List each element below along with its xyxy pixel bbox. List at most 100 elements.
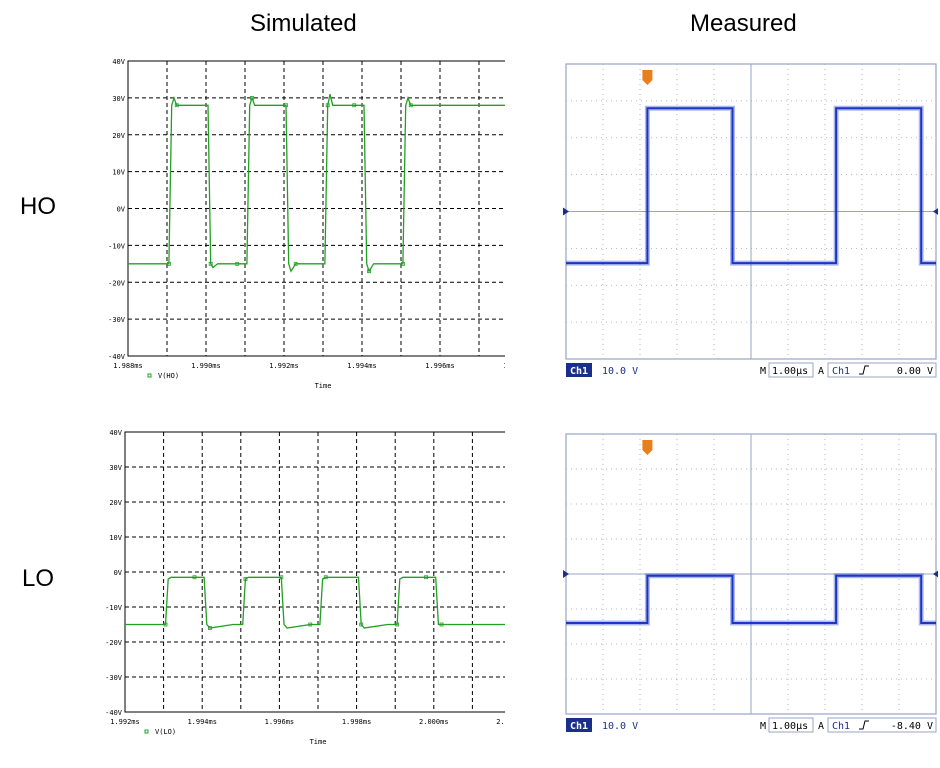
trace-marker (192, 575, 197, 580)
y-tick-label: 10V (112, 169, 125, 177)
y-tick-label: -20V (108, 279, 126, 287)
volts-per-div: 10.0 V (602, 721, 638, 732)
trace-marker (367, 269, 371, 274)
x-tick-label: 2.000ms (419, 718, 449, 726)
y-tick-label: 10V (109, 534, 122, 542)
x-tick-label: 1.988ms (113, 362, 143, 370)
trigger-prefix: A (818, 721, 824, 732)
y-tick-label: 0V (117, 206, 126, 214)
trace-marker (352, 103, 357, 108)
time-per-div: 1.00µs (772, 721, 808, 732)
rising-edge-icon (859, 720, 869, 730)
trace-marker (243, 577, 248, 581)
trace-marker (401, 261, 405, 266)
y-tick-label: -30V (105, 674, 123, 682)
scope-screen (563, 433, 938, 715)
y-tick-label: -20V (105, 639, 123, 647)
ground-level-marker (563, 570, 569, 578)
x-tick-label: 1.992ms (269, 362, 299, 370)
x-axis-label: Time (310, 738, 327, 746)
y-tick-label: 40V (109, 429, 122, 437)
trace-vho (128, 94, 505, 273)
trace-marker (208, 626, 212, 630)
y-tick-label: 20V (112, 132, 125, 140)
measured-header: Measured (690, 10, 797, 37)
y-tick-label: -30V (108, 316, 126, 324)
timebase-box (768, 362, 814, 378)
scope-ho-chart: Ch1 10.0 V M 1.00µs A Ch1 0.00 V (563, 63, 938, 378)
y-tick-label: -10V (105, 604, 123, 612)
x-axis-label: Time (315, 382, 332, 390)
y-tick-label: -10V (108, 242, 126, 250)
trace-marker (439, 622, 444, 627)
ho-row-label: HO (20, 193, 56, 220)
x-tick-label: 1.994ms (347, 362, 377, 370)
timebase-box (768, 717, 814, 733)
trace-marker (235, 261, 240, 266)
trace-marker (208, 261, 213, 266)
trace-marker (395, 622, 400, 627)
x-tick-label: 1.998ms (342, 718, 372, 726)
trigger-level-marker (933, 570, 938, 578)
channel-badge-label: Ch1 (570, 721, 588, 732)
channel-badge (566, 718, 592, 732)
trace-marker (325, 103, 330, 108)
volts-per-div: 10.0 V (602, 366, 638, 377)
x-tick-label: 1.990ms (191, 362, 221, 370)
trace-ch1 (566, 107, 936, 265)
lo-row-label: LO (22, 565, 55, 592)
y-tick-label: 20V (109, 499, 122, 507)
x-tick-label: 1.996ms (425, 362, 455, 370)
y-tick-label: -40V (105, 709, 123, 717)
time-per-div: 1.00µs (772, 366, 808, 377)
y-tick-label: 0V (114, 569, 123, 577)
timebase-prefix: M (760, 721, 766, 732)
plot-area (124, 431, 505, 713)
y-tick-label: 30V (112, 95, 125, 103)
trigger-level: 0.00 V (897, 366, 933, 377)
trigger-box (827, 717, 937, 733)
trace-vlo (125, 576, 505, 629)
ground-level-marker (563, 207, 569, 216)
trace-marker (293, 261, 298, 266)
y-tick-label: 40V (112, 58, 125, 66)
trace-marker (279, 575, 284, 580)
scope-screen (563, 63, 938, 360)
simulated-header: Simulated (250, 10, 357, 37)
trace-marker (408, 103, 413, 108)
legend-marker (144, 729, 149, 734)
x-tick-label: 2.002ms (496, 718, 505, 726)
trace-marker (174, 103, 179, 108)
trigger-box (827, 362, 937, 378)
y-tick-label: 30V (109, 464, 122, 472)
legend-label: V(LO) (155, 728, 176, 736)
channel-badge-label: Ch1 (570, 366, 588, 377)
trace-marker (308, 622, 313, 627)
trace-marker (167, 261, 171, 266)
scope-lo-chart: Ch1 10.0 V M 1.00µs A Ch1 -8.40 V (563, 433, 938, 733)
plot-frame (124, 431, 505, 713)
trigger-prefix: A (818, 366, 824, 377)
channel-badge (566, 363, 592, 377)
trace-marker (359, 622, 364, 627)
plot-frame (127, 60, 505, 357)
trigger-position-icon (642, 70, 653, 85)
x-tick-label: 1.996ms (265, 718, 295, 726)
legend-label: V(HO) (158, 372, 179, 380)
rising-edge-icon (859, 365, 869, 375)
x-tick-label: 1.998ms (503, 362, 505, 370)
plot-area (127, 60, 505, 357)
trace-marker (284, 103, 288, 108)
trace-marker (424, 575, 428, 580)
trigger-channel: Ch1 (832, 721, 850, 732)
trace-marker (250, 95, 254, 100)
trigger-level-marker (933, 208, 938, 215)
x-tick-label: 1.992ms (110, 718, 140, 726)
timebase-prefix: M (760, 366, 766, 377)
trigger-channel: Ch1 (832, 366, 850, 377)
legend-marker (147, 373, 152, 378)
trace-marker (323, 575, 328, 580)
trace-ch1 (566, 574, 936, 624)
